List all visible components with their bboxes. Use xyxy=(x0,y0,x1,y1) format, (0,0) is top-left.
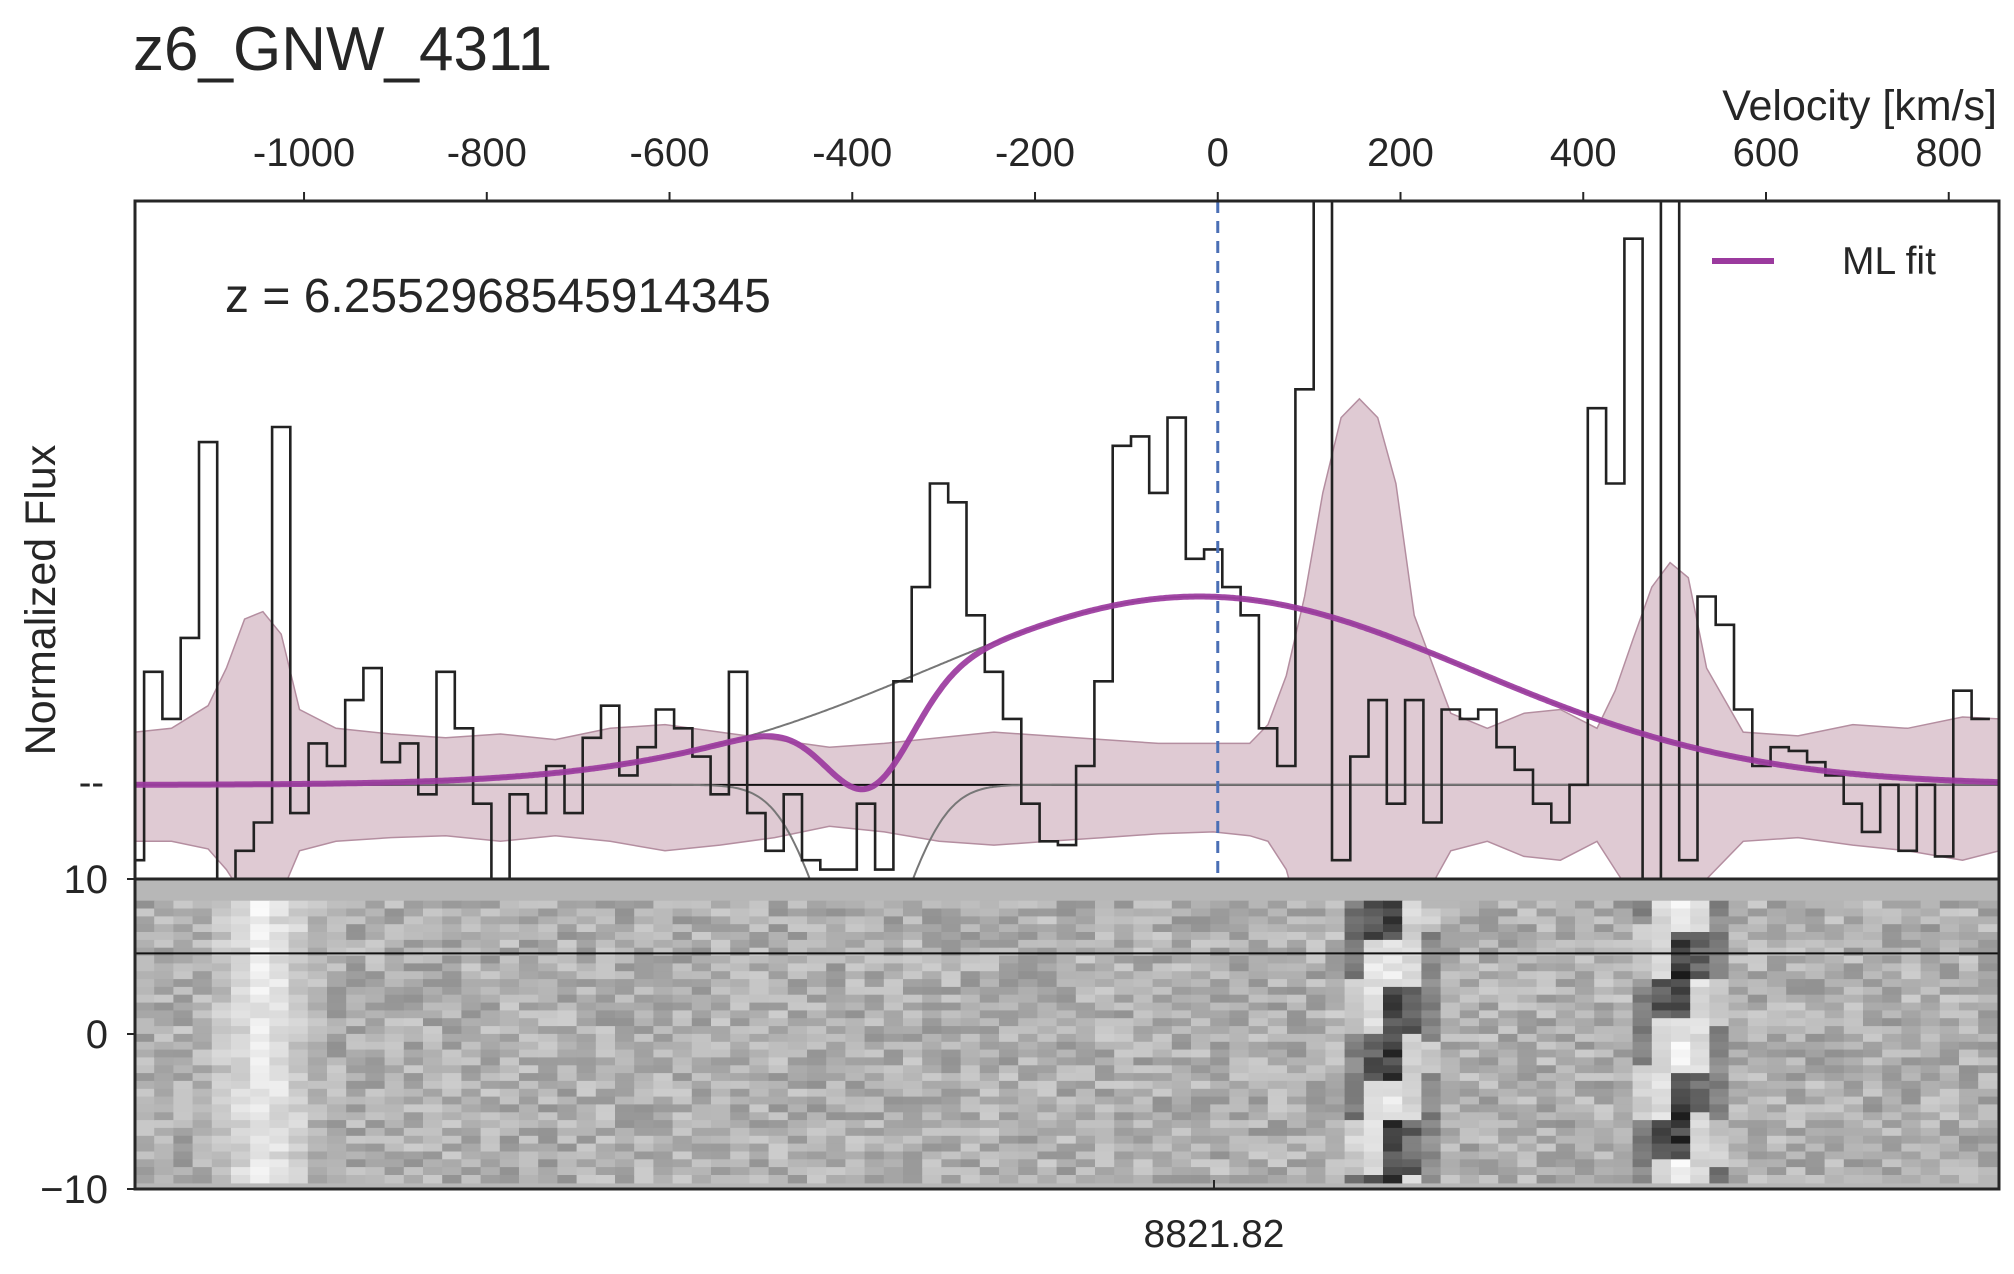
legend: ML fit xyxy=(1712,240,1936,283)
velocity-tick-label: 200 xyxy=(1367,131,1434,175)
velocity-tick-label: 800 xyxy=(1915,131,1982,175)
velocity-tick-label: -800 xyxy=(447,131,527,175)
spectrum-step-line xyxy=(135,201,1990,879)
velocity-tick-label: -200 xyxy=(995,131,1075,175)
y-axis-label: Normalized Flux xyxy=(17,444,65,755)
spectrum-panel xyxy=(133,199,2001,881)
error-band xyxy=(135,397,1999,879)
chart-title: z6_GNW_4311 xyxy=(133,15,552,84)
velocity-tick-label: -600 xyxy=(629,131,709,175)
velocity-tick-label: -1000 xyxy=(253,131,355,175)
velocity-tick-label: 600 xyxy=(1733,131,1800,175)
velocity-tick-label: -400 xyxy=(812,131,892,175)
velocity-axis-label: Velocity [km/s] xyxy=(1722,82,1997,130)
wavelength-tick-label: 8821.82 xyxy=(1144,1213,1285,1256)
ml-fit-curve xyxy=(135,593,1999,793)
redshift-label: z = 6.2552968545914345 xyxy=(225,270,771,323)
spatial-tick-label: −10 xyxy=(40,1168,108,1212)
velocity-tick-label: 0 xyxy=(1207,131,1229,175)
velocity-tick-label: 400 xyxy=(1550,131,1617,175)
y-tick-label-baseline: -- xyxy=(79,762,104,804)
spectrum-2d-heatmap xyxy=(135,900,1999,1184)
spectrum-2d-panel xyxy=(133,877,2001,1191)
spatial-tick-label: 10 xyxy=(64,858,109,902)
absorption-component-curve xyxy=(135,783,1999,879)
spatial-axis: 10 0 −10 xyxy=(40,858,135,1212)
spatial-tick-label: 0 xyxy=(86,1013,108,1057)
legend-fit-label: ML fit xyxy=(1842,240,1936,283)
velocity-axis: -1000 -800 -600 -400 -200 0 200 400 600 800 xyxy=(253,131,1982,201)
